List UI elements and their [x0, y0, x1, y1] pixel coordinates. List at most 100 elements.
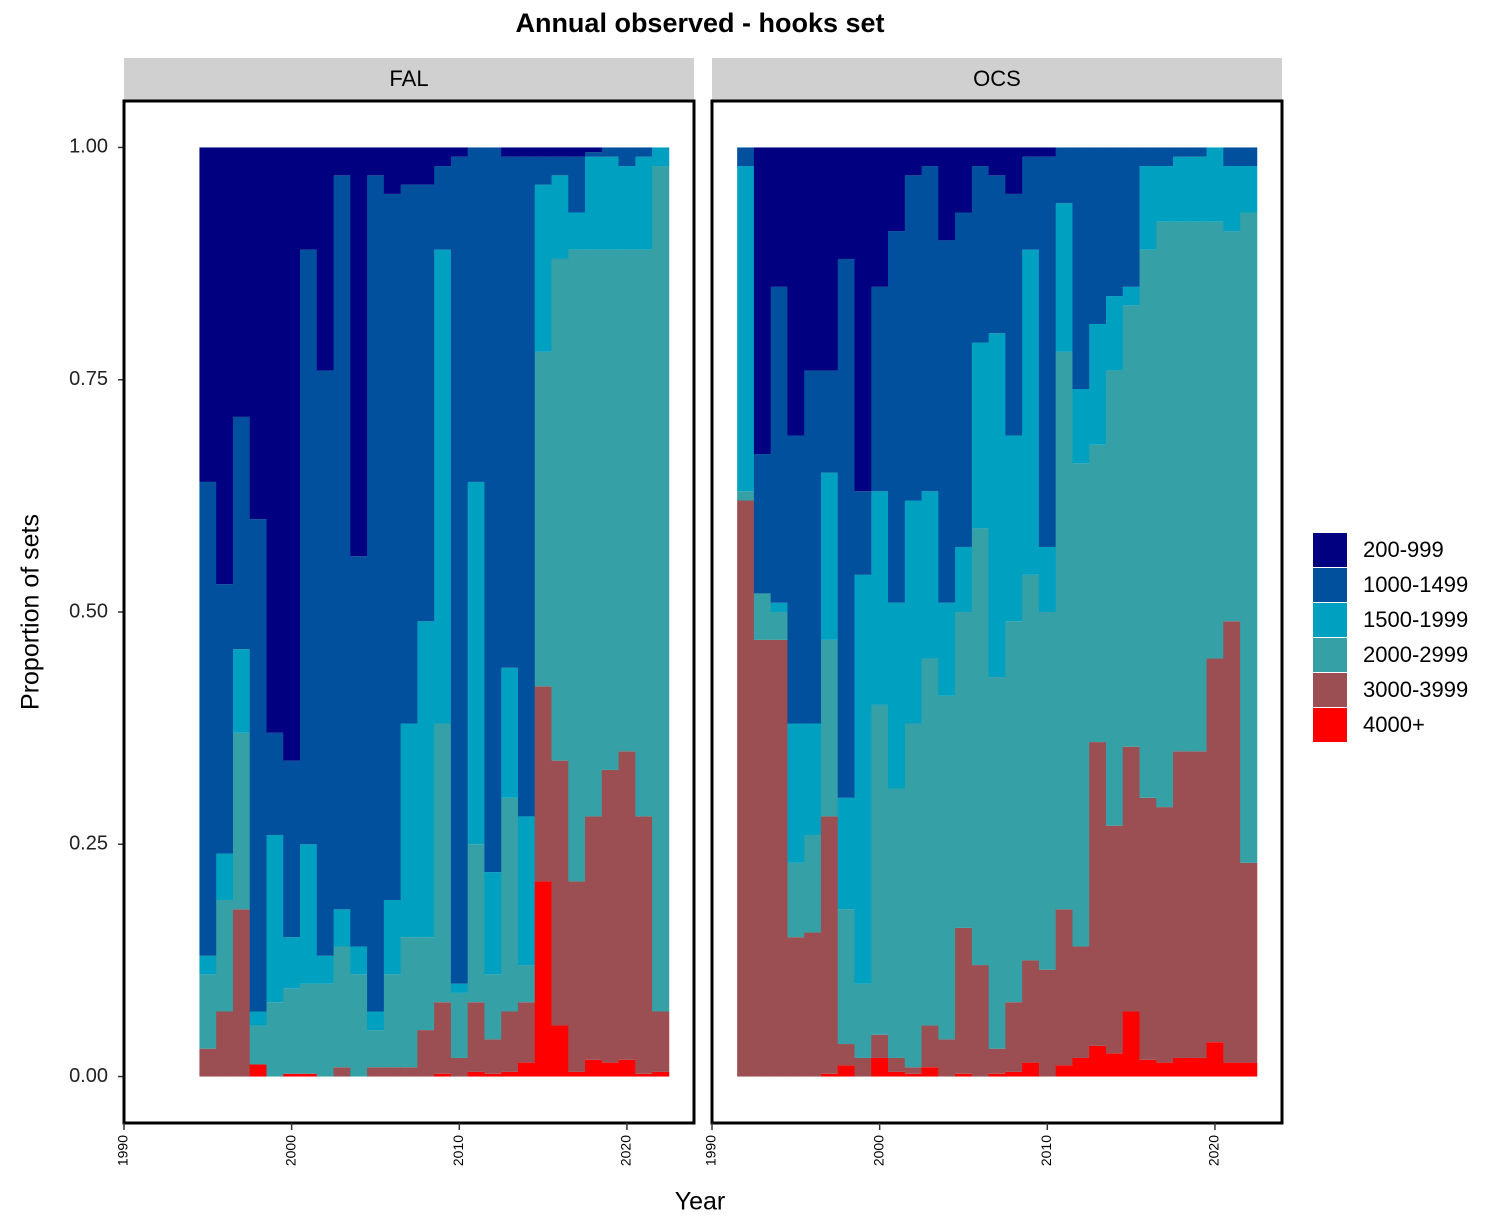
bar-segment — [837, 909, 855, 1045]
bar-segment — [333, 946, 351, 1068]
bar-segment — [921, 147, 939, 167]
bar-segment — [450, 156, 469, 984]
bar-segment — [501, 667, 519, 798]
bar-segment — [400, 1067, 418, 1077]
bar-segment — [938, 695, 956, 1040]
bar-segment — [1072, 389, 1090, 464]
bar-segment — [434, 249, 452, 724]
bar-segment — [1089, 323, 1107, 445]
bar-segment — [534, 184, 552, 352]
bar-segment — [1055, 147, 1073, 204]
bar-segment — [501, 147, 519, 157]
bar-segment — [551, 1025, 569, 1077]
bar-segment — [501, 1071, 519, 1077]
bar-segment — [568, 156, 586, 213]
bar-segment — [921, 491, 939, 659]
bar-segment — [585, 1059, 603, 1077]
bar-segment — [333, 909, 351, 947]
panel-border — [122, 99, 696, 1125]
bar-segment — [534, 686, 552, 882]
bar-segment — [837, 258, 855, 798]
bar-segment — [1139, 797, 1157, 1060]
bar-segment — [635, 147, 653, 157]
bar-segment — [988, 147, 1006, 176]
bar-segment — [1189, 221, 1207, 752]
x-tick-label: 2010 — [1038, 1135, 1054, 1166]
bar-segment — [199, 481, 217, 956]
bar-segment — [804, 932, 822, 1077]
bar-segment — [871, 704, 889, 1035]
bar-segment — [753, 147, 772, 455]
y-tick-label: 1.00 — [69, 136, 108, 158]
bar-segment — [1089, 742, 1107, 1046]
bar-segment — [921, 1025, 939, 1068]
bar-segment — [1139, 147, 1157, 167]
bar-segment — [534, 351, 552, 687]
bar-segment — [1223, 1062, 1241, 1077]
bar-segment — [249, 1011, 267, 1026]
bar-segment — [820, 370, 839, 473]
bar-segment — [753, 593, 772, 640]
x-axis-label: Year — [675, 1188, 726, 1216]
bar-segment — [804, 147, 822, 371]
bar-segment — [400, 723, 418, 938]
bar-segment — [1105, 296, 1124, 371]
bar-segment — [1038, 156, 1057, 547]
bar-segment — [232, 416, 251, 650]
bar-segment — [1005, 147, 1023, 194]
bar-segment — [971, 147, 990, 167]
bar-segment — [938, 240, 956, 603]
legend-label: 1500-1999 — [1363, 607, 1468, 632]
y-tick-label: 0.75 — [69, 368, 108, 390]
bar-segment — [585, 147, 603, 153]
panel-border — [710, 99, 1284, 1125]
bar-segment — [601, 156, 619, 250]
bar-segment — [1189, 751, 1207, 1058]
bar-segment — [199, 955, 217, 975]
bar-segment — [938, 602, 956, 696]
bar-segment — [367, 1030, 385, 1068]
bar-segment — [216, 147, 234, 585]
bar-segment — [601, 147, 619, 157]
legend-label: 4000+ — [1363, 712, 1425, 737]
bar-segment — [568, 147, 586, 157]
bar-segment — [904, 1067, 922, 1074]
bar-segment — [955, 546, 973, 612]
bar-segment — [820, 472, 839, 640]
bar-segment — [383, 900, 402, 975]
bar-segment — [249, 147, 267, 520]
bar-segment — [1240, 862, 1258, 1063]
bar-segment — [888, 788, 906, 1058]
bar-segment — [383, 974, 402, 1068]
bar-segment — [1022, 147, 1040, 157]
bar-segment — [635, 816, 653, 1074]
bar-segment — [517, 965, 536, 1003]
bar-segment — [585, 249, 603, 817]
bar-segment — [601, 769, 619, 1063]
bar-segment — [1038, 969, 1057, 1077]
bar-segment — [1189, 1057, 1207, 1077]
bar-segment — [316, 370, 334, 956]
bar-segment — [367, 175, 385, 1012]
bar-segment — [888, 231, 906, 603]
bar-segment — [804, 723, 822, 835]
bar-segment — [1055, 203, 1073, 352]
x-tick-label: 2000 — [282, 1135, 298, 1166]
x-tick-label: 1990 — [703, 1135, 719, 1166]
bar-segment — [467, 1071, 485, 1077]
bar-segment — [988, 1048, 1006, 1074]
bar-segment — [232, 909, 251, 1077]
bar-segment — [854, 574, 872, 984]
bar-segment — [333, 1067, 351, 1077]
bar-segment — [266, 732, 284, 835]
bar-segment — [568, 881, 586, 1072]
bar-segment — [635, 249, 653, 817]
bar-segment — [1089, 147, 1107, 324]
bar-segment — [955, 927, 973, 1074]
bar-segment — [283, 1073, 301, 1077]
bar-segment — [971, 528, 990, 966]
bar-segment — [316, 147, 334, 371]
bar-segment — [316, 983, 334, 1077]
legend-key — [1313, 603, 1347, 637]
